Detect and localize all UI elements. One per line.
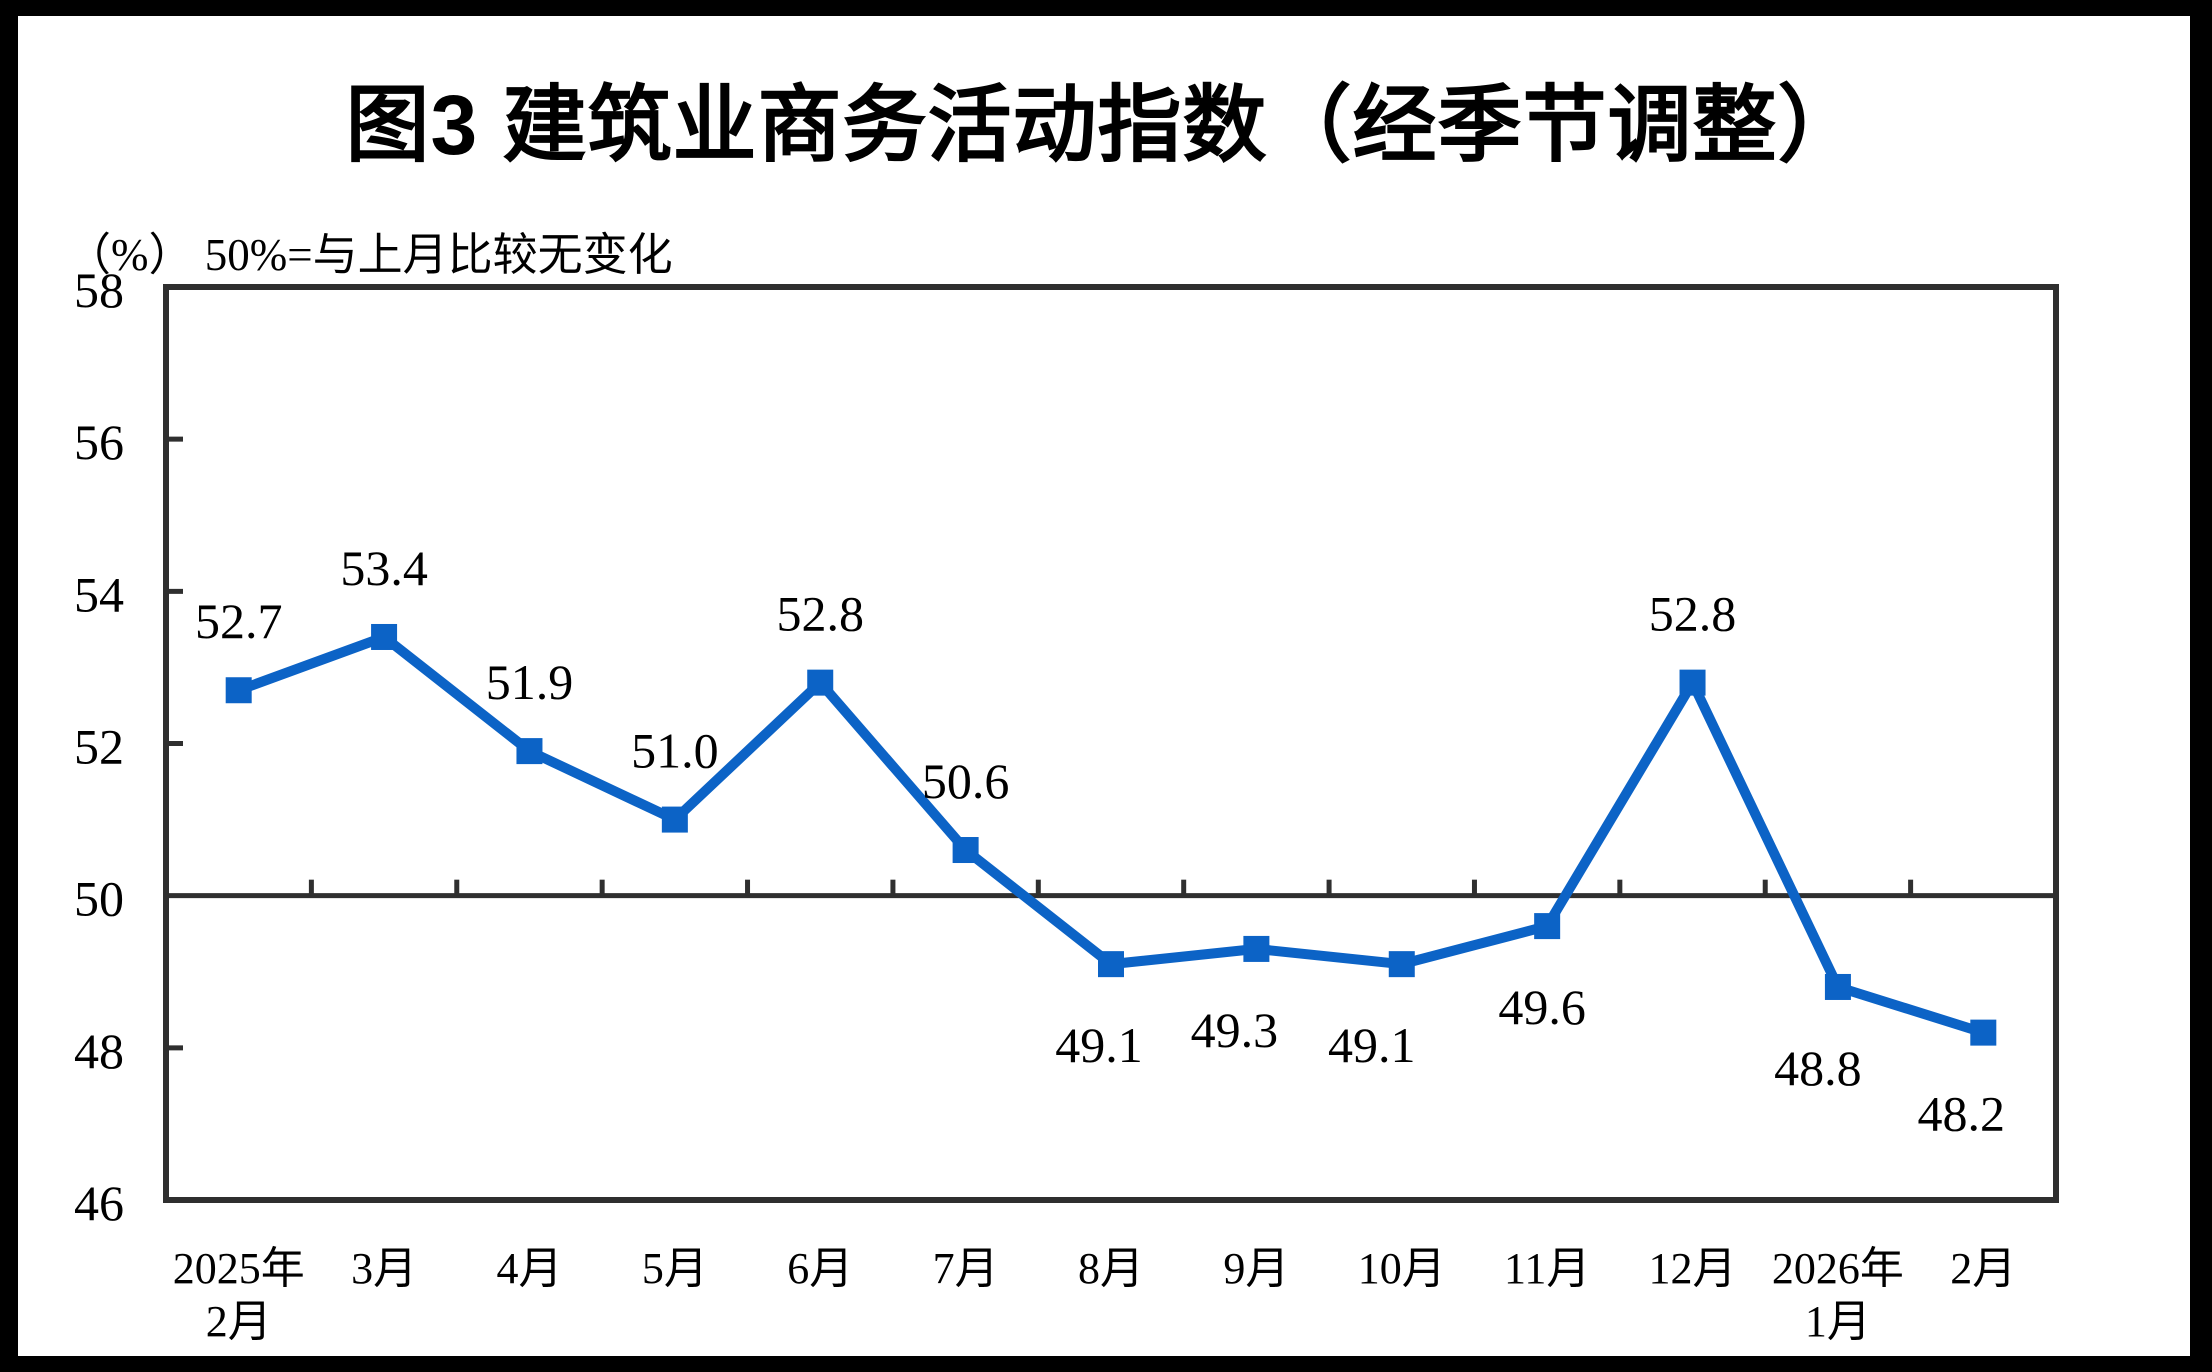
x-axis-label: 5月 (642, 1244, 708, 1293)
x-axis-label: 4月 (496, 1244, 562, 1293)
data-point-label: 51.9 (486, 654, 574, 710)
x-axis-label: 10月 (1358, 1244, 1446, 1293)
data-point-label: 51.0 (631, 723, 719, 779)
data-point-marker (516, 738, 543, 765)
data-point-marker (807, 669, 834, 696)
x-axis-label: 2026年 (1772, 1244, 1904, 1293)
y-axis-label: 54 (74, 566, 124, 622)
data-point-marker (1679, 669, 1706, 696)
data-point-label: 49.1 (1055, 1017, 1143, 1073)
x-axis-label: 6月 (787, 1244, 853, 1293)
x-axis-label: 11月 (1504, 1244, 1590, 1293)
data-point-label: 50.6 (922, 753, 1010, 809)
data-point-label: 52.8 (776, 586, 864, 642)
x-axis-label: 1月 (1805, 1297, 1871, 1346)
x-axis-label: 3月 (351, 1244, 417, 1293)
data-point-marker (952, 837, 979, 864)
data-point-marker (1534, 913, 1561, 940)
data-point-label: 49.3 (1191, 1002, 1279, 1058)
data-point-marker (1098, 951, 1124, 978)
axis-unit-note: （%） 50%=与上月比较无变化 (66, 230, 673, 280)
y-axis-label: 58 (74, 262, 124, 318)
y-axis-label: 52 (74, 719, 124, 775)
y-axis-label: 48 (74, 1023, 124, 1079)
data-point-marker (1970, 1019, 1997, 1046)
y-axis-label: 50 (74, 871, 124, 927)
data-point-label: 49.6 (1498, 979, 1586, 1035)
x-axis-label: 8月 (1078, 1244, 1144, 1293)
data-point-label: 48.8 (1774, 1040, 1862, 1096)
x-axis-label: 2025年 (173, 1244, 305, 1293)
x-axis-label: 2月 (206, 1297, 272, 1346)
data-point-marker (1388, 951, 1415, 978)
data-point-label: 52.8 (1649, 586, 1737, 642)
data-point-marker (661, 806, 688, 833)
data-point-label: 49.1 (1328, 1017, 1416, 1073)
data-point-marker (1824, 973, 1851, 1000)
data-point-label: 53.4 (340, 540, 428, 596)
y-axis-label: 46 (74, 1175, 124, 1231)
x-axis-label: 2月 (1950, 1244, 2016, 1293)
chart-title: 图3 建筑业商务活动指数（经季节调整） (345, 78, 1863, 172)
x-axis-label: 12月 (1649, 1244, 1737, 1293)
y-axis-label: 56 (74, 414, 124, 470)
data-point-marker (371, 623, 398, 650)
data-point-label: 48.2 (1918, 1086, 2006, 1142)
data-point-label: 52.7 (195, 593, 283, 649)
x-axis-label: 7月 (933, 1244, 999, 1293)
x-axis-label: 9月 (1223, 1244, 1289, 1293)
data-point-marker (225, 677, 252, 704)
data-point-marker (1243, 935, 1270, 962)
